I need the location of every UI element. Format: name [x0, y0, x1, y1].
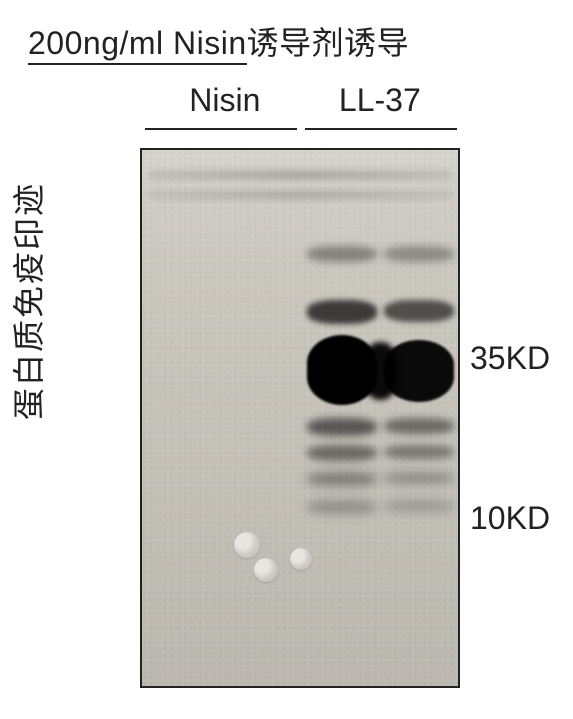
title-underlined: 200ng/ml Nisin [28, 25, 247, 65]
band [307, 246, 377, 262]
band [307, 445, 377, 461]
lane-labels: Nisin LL-37 [150, 82, 460, 119]
mw-label-10kd: 10KD [470, 500, 550, 537]
artifact-bubble [234, 532, 260, 558]
band [307, 300, 377, 324]
band [384, 445, 454, 459]
lane-rule-ll37 [305, 128, 457, 130]
band [384, 246, 454, 262]
band [307, 500, 377, 514]
lane-nisin-2 [240, 150, 310, 686]
y-axis-label: 蛋白质免疫印迹 [4, 182, 50, 420]
lane-label-nisin: Nisin [189, 82, 260, 119]
figure-title: 200ng/ml Nisin诱导剂诱导 [28, 18, 409, 64]
artifact-bubble [254, 558, 278, 582]
band [307, 418, 377, 436]
band [384, 418, 454, 434]
lane-ll37-1 [307, 150, 377, 686]
band [384, 300, 454, 322]
lane-nisin-1 [160, 150, 230, 686]
lane-rule-nisin [145, 128, 297, 130]
band [384, 500, 454, 512]
artifact-bubble [290, 548, 312, 570]
band-bridge [365, 342, 396, 400]
mw-label-35kd: 35KD [470, 340, 550, 377]
lane-label-ll37: LL-37 [339, 82, 421, 119]
title-rest: 诱导剂诱导 [247, 25, 410, 61]
band [384, 472, 454, 484]
lane-ll37-2 [384, 150, 454, 686]
band [307, 472, 377, 486]
western-blot-image [140, 148, 460, 688]
